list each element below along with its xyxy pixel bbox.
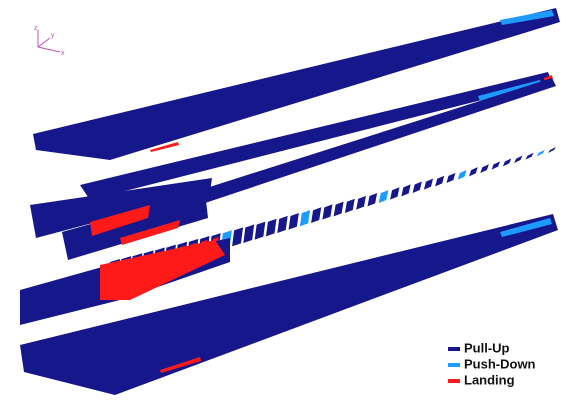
- rib: [548, 147, 556, 153]
- rib: [503, 158, 511, 166]
- legend-swatch: [448, 363, 460, 367]
- rib: [266, 219, 277, 237]
- legend-label: Pull-Up: [464, 340, 510, 355]
- wing-structure-view: z y x Pull-UpPush-DownLanding: [0, 0, 574, 407]
- rib: [277, 216, 287, 233]
- rib: [356, 196, 366, 210]
- rib: [232, 227, 243, 246]
- rib: [424, 179, 433, 190]
- rib: [379, 190, 389, 203]
- rib: [401, 184, 410, 196]
- rib: [311, 207, 321, 223]
- rib: [537, 150, 545, 156]
- rib: [334, 202, 344, 217]
- rib: [300, 210, 310, 226]
- rib: [525, 153, 533, 160]
- rib: [480, 164, 489, 173]
- axis-label-x: x: [61, 50, 65, 57]
- legend-swatch: [448, 379, 460, 383]
- rib: [390, 187, 399, 199]
- rib: [446, 173, 455, 183]
- rib: [413, 181, 422, 193]
- axis-triad: [38, 30, 60, 52]
- rib: [367, 193, 377, 206]
- rib: [514, 156, 522, 163]
- legend-label: Landing: [464, 372, 515, 387]
- axis-label-y: y: [51, 32, 55, 39]
- legend-swatch: [448, 347, 460, 351]
- legend-label: Push-Down: [464, 356, 536, 371]
- rib: [289, 213, 299, 230]
- rib: [435, 176, 444, 187]
- rib: [345, 199, 355, 213]
- axis-label-z: z: [34, 25, 38, 32]
- rib: [458, 170, 467, 180]
- rib: [255, 222, 266, 240]
- rib: [469, 167, 478, 176]
- rib: [492, 161, 501, 169]
- rib: [322, 204, 332, 219]
- rib: [243, 225, 254, 243]
